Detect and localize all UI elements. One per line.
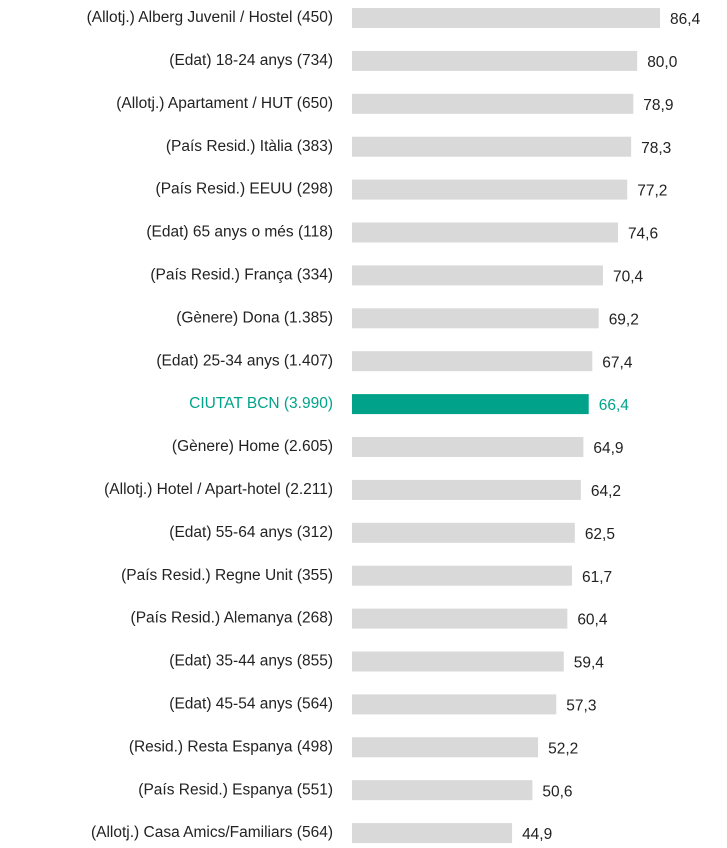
bar [352,737,539,758]
value-label: 62,5 [585,526,615,543]
value-label: 52,2 [548,740,578,757]
category-label: (País Resid.) França (334) [150,266,333,283]
category-label: (Allotj.) Alberg Juvenil / Hostel (450) [87,9,333,26]
value-label: 61,7 [582,569,612,586]
category-label: (Edat) 45-54 anys (564) [169,695,333,712]
bar [352,608,568,629]
value-label: 44,9 [522,826,552,843]
bar [352,694,557,715]
bar [352,823,513,844]
category-label: (Gènere) Dona (1.385) [176,309,333,326]
bar [352,780,533,801]
value-label: 78,3 [641,140,671,157]
category-label: (Edat) 25-34 anys (1.407) [156,352,333,369]
value-label: 60,4 [577,612,608,629]
value-label: 57,3 [566,697,596,714]
category-label: (Resid.) Resta Espanya (498) [129,738,333,755]
category-label: (Allotj.) Hotel / Apart-hotel (2.211) [104,481,333,498]
category-label: (Allotj.) Apartament / HUT (650) [116,95,333,112]
bar [352,179,628,200]
bar [352,308,599,329]
value-label: 74,6 [628,226,658,243]
bar [352,522,575,543]
category-label: (País Resid.) EEUU (298) [156,181,333,198]
value-label: 67,4 [602,354,633,371]
category-label: (Gènere) Home (2.605) [172,438,333,455]
bar [352,265,603,286]
bar [352,351,593,372]
category-label: (Edat) 18-24 anys (734) [169,52,333,69]
bar [352,394,589,415]
bar [352,479,581,500]
value-label: 80,0 [647,54,678,71]
category-label: (Edat) 55-64 anys (312) [169,524,333,541]
bar [352,93,634,114]
bar [352,565,572,586]
value-label: 70,4 [613,268,644,285]
category-label: (Allotj.) Casa Amics/Familiars (564) [91,824,333,841]
category-label: (Edat) 65 anys o més (118) [146,224,333,241]
category-label: CIUTAT BCN (3.990) [189,395,333,412]
value-label: 69,2 [609,311,639,328]
bar [352,651,564,672]
value-label: 50,6 [542,783,572,800]
category-label: (País Resid.) Itàlia (383) [166,138,333,155]
bar [352,50,638,71]
category-label: (Edat) 35-44 anys (855) [169,653,333,670]
category-label: (País Resid.) Espanya (551) [138,781,333,798]
bar [352,437,584,457]
value-label: 66,4 [599,397,630,414]
bar [352,8,661,28]
value-label: 64,2 [591,483,621,500]
value-label: 78,9 [643,97,673,114]
value-label: 86,4 [670,11,701,28]
value-label: 59,4 [574,655,605,672]
bar [352,222,618,243]
value-label: 64,9 [593,440,623,457]
value-label: 77,2 [637,183,667,200]
category-label: (País Resid.) Alemanya (268) [131,610,333,627]
bar [352,136,632,157]
category-label: (País Resid.) Regne Unit (355) [121,567,333,584]
